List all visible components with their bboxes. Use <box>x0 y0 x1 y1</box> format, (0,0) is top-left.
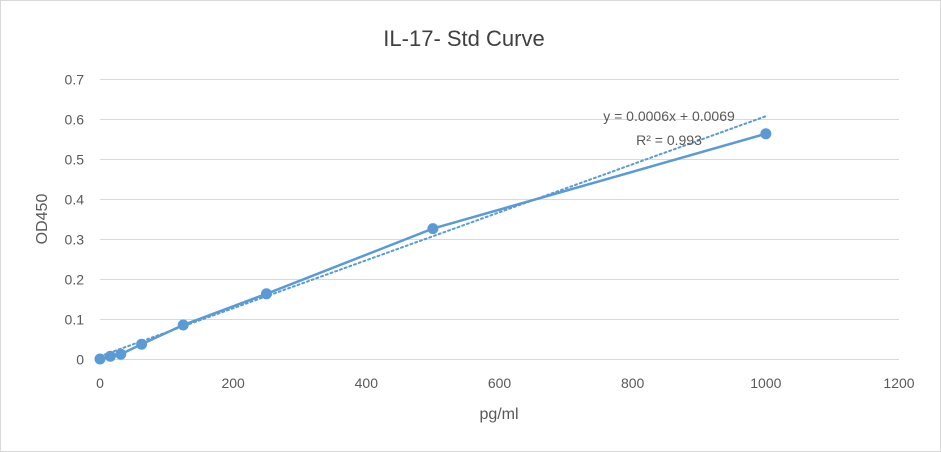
data-point <box>136 338 148 350</box>
grid-layer <box>100 79 899 360</box>
trendline-r-squared: R² = 0.993 <box>636 132 702 148</box>
x-tick-label: 400 <box>355 375 379 391</box>
y-tick-label: 0 <box>76 352 84 368</box>
x-tick-label: 0 <box>96 375 104 391</box>
x-tick-label: 200 <box>221 375 245 391</box>
y-tick-label: 0.1 <box>65 312 85 328</box>
x-tick-label: 1000 <box>750 375 781 391</box>
data-point <box>104 350 116 362</box>
series-layer <box>94 128 772 365</box>
data-point <box>260 288 272 300</box>
data-point <box>760 128 772 140</box>
label-layer: pg/ml OD450 y = 0.0006x + 0.0069 R² = 0.… <box>34 108 735 423</box>
x-axis-title: pg/ml <box>479 406 518 423</box>
chart-title: IL-17- Std Curve <box>383 26 544 51</box>
y-axis-title: OD450 <box>34 194 51 245</box>
x-tick-label: 600 <box>488 375 512 391</box>
y-tick-label: 0.7 <box>65 72 85 88</box>
y-tick-label: 0.3 <box>65 232 85 248</box>
trendline-equation: y = 0.0006x + 0.0069 <box>603 108 735 124</box>
data-point <box>427 223 439 235</box>
trend-layer <box>99 115 767 358</box>
y-tick-label: 0.6 <box>65 112 85 128</box>
series-line <box>99 132 767 361</box>
x-tick-label: 800 <box>621 375 645 391</box>
y-tick-label: 0.5 <box>65 152 85 168</box>
axis-layer: 0 0.1 0.2 0.3 0.4 0.5 0.6 0.7 0 200 400 600 800 1000 1… <box>65 72 915 392</box>
data-point <box>177 319 189 331</box>
y-tick-label: 0.4 <box>65 192 85 208</box>
x-tick-label: 1200 <box>883 375 914 391</box>
trendline <box>99 115 767 358</box>
data-point <box>115 348 127 360</box>
data-point <box>94 353 106 365</box>
y-tick-label: 0.2 <box>65 272 85 288</box>
